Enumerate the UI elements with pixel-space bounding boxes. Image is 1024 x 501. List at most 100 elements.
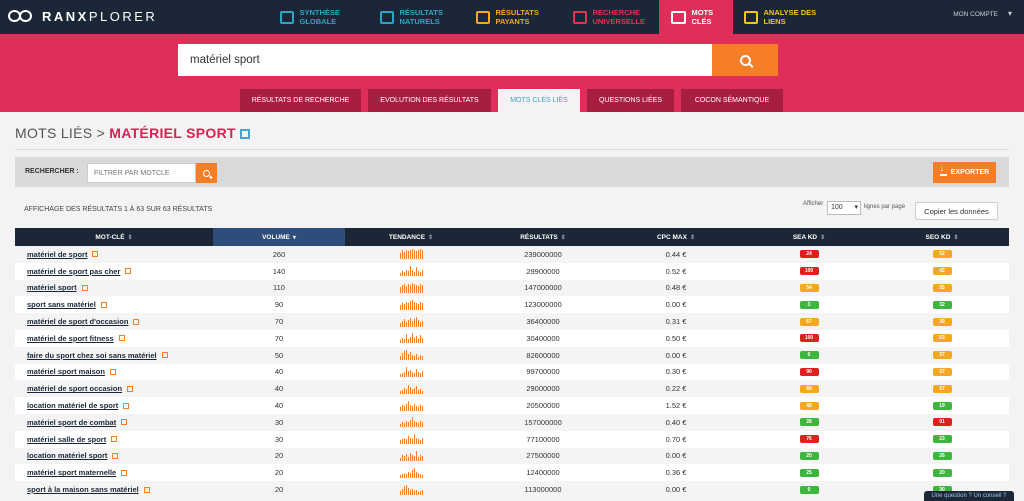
- trend-bar: [399, 322, 401, 327]
- external-link-icon[interactable]: [161, 352, 168, 359]
- nav-item-5[interactable]: ANALYSE DES LIENS: [734, 0, 824, 34]
- column-header-0[interactable]: MOT-CLÉ ⇕: [15, 228, 213, 246]
- seo-kd-badge: 55: [932, 283, 952, 292]
- keyword-link[interactable]: matériel sport maternelle: [15, 464, 213, 481]
- trend-bar: [417, 371, 419, 377]
- volume-cell: 90: [274, 300, 284, 310]
- cpc-cell: 0.00 €: [665, 300, 687, 310]
- trend-bar: [413, 356, 415, 361]
- trend-bar: [407, 251, 409, 260]
- column-header-3[interactable]: RÉSULTATS ⇕: [477, 228, 609, 246]
- copy-data-button[interactable]: Copier les données: [915, 202, 998, 220]
- trend-bar: [419, 490, 421, 495]
- seo-kd-badge: 32: [932, 300, 952, 309]
- sort-icon: ⇕: [689, 234, 695, 241]
- column-header-5[interactable]: SEA KD ⇕: [743, 228, 875, 246]
- search-button[interactable]: [712, 44, 778, 76]
- column-header-1[interactable]: VOLUME ▾: [213, 228, 345, 246]
- sea-kd-cell: 60: [743, 380, 875, 397]
- keyword-link[interactable]: matériel sport de combat: [15, 414, 213, 431]
- external-link-icon[interactable]: [121, 469, 128, 476]
- results-cell: 27500000: [526, 451, 560, 461]
- perpage-select[interactable]: 100: [827, 201, 861, 215]
- keyword-link[interactable]: matériel de sport: [15, 246, 213, 263]
- external-link-icon[interactable]: [112, 452, 119, 459]
- trend-bar: [419, 321, 421, 327]
- trend-bar: [399, 304, 401, 310]
- seo-kd-badge: 19: [932, 401, 952, 410]
- trend-bar: [403, 318, 405, 327]
- external-link-icon[interactable]: [123, 402, 130, 409]
- account-menu[interactable]: MON COMPTE: [953, 9, 1012, 18]
- export-button[interactable]: EXPORTER: [933, 162, 996, 183]
- keyword-link[interactable]: matériel de sport fitness: [15, 330, 213, 347]
- keyword-link[interactable]: location matériel de sport: [15, 397, 213, 414]
- tab-0[interactable]: RÉSULTATS DE RECHERCHE: [240, 89, 361, 112]
- keyword-link[interactable]: matériel de sport occasion: [15, 380, 213, 397]
- keyword-link[interactable]: location matériel sport: [15, 448, 213, 465]
- external-link-icon[interactable]: [239, 129, 250, 139]
- keyword-text: matériel de sport pas cher: [27, 266, 121, 276]
- volume-cell: 110: [273, 283, 285, 293]
- keyword-link[interactable]: matériel sport: [15, 280, 213, 297]
- column-header-4[interactable]: CPC MAX ⇕: [609, 228, 743, 246]
- keyword-link[interactable]: matériel de sport pas cher: [15, 263, 213, 280]
- keyword-link[interactable]: matériel de sport d'occasion: [15, 313, 213, 330]
- keyword-search-input[interactable]: [178, 44, 712, 76]
- chat-widget[interactable]: Une question ? Un conseil ?: [924, 491, 1014, 501]
- seo-kd-badge: 20: [932, 468, 952, 477]
- filter-search-button[interactable]: [196, 163, 217, 183]
- external-link-icon[interactable]: [133, 318, 140, 325]
- trend-bar: [403, 303, 405, 310]
- tab-3[interactable]: QUESTIONS LIÉES: [587, 89, 674, 112]
- external-link-icon[interactable]: [92, 251, 99, 258]
- tab-1[interactable]: EVOLUTION DES RÉSULTATS: [368, 89, 491, 112]
- trend-bar: [401, 353, 403, 361]
- nav-item-3[interactable]: RECHERCHE UNIVERSELLE: [563, 0, 653, 34]
- filter-input[interactable]: [87, 163, 196, 183]
- nav-item-1[interactable]: RÉSULTATS NATURELS: [370, 0, 460, 34]
- external-link-icon[interactable]: [125, 268, 132, 275]
- volume-cell: 40: [274, 367, 284, 377]
- external-link-icon[interactable]: [111, 436, 118, 443]
- trend-bar: [403, 423, 405, 428]
- external-link-icon[interactable]: [100, 301, 107, 308]
- external-link-icon[interactable]: [109, 368, 116, 375]
- trend-bar: [415, 354, 417, 361]
- keyword-link[interactable]: matériel sport maison: [15, 364, 213, 381]
- trend-bar: [415, 489, 417, 495]
- trend-bar: [401, 454, 403, 461]
- trend-bar: [417, 423, 419, 428]
- keyword-link[interactable]: matériel salle de sport: [15, 431, 213, 448]
- external-link-icon[interactable]: [118, 335, 125, 342]
- column-header-6[interactable]: SEO KD ⇕: [875, 228, 1009, 246]
- keyword-link[interactable]: sport à la maison sans matériel: [15, 481, 213, 498]
- external-link-icon[interactable]: [143, 486, 150, 493]
- trend-bar: [421, 438, 423, 445]
- keyword-link[interactable]: faire du sport chez soi sans matériel: [15, 347, 213, 364]
- table-row: matériel salle de sport 30 77100000 0.70 € 7…: [15, 430, 1009, 448]
- tab-4[interactable]: COCON SÉMANTIQUE: [681, 89, 783, 112]
- keyword-link[interactable]: sport sans matériel: [15, 296, 213, 313]
- trend-bar: [421, 489, 423, 495]
- tab-2[interactable]: MOTS CLÉS LIÉS: [498, 89, 580, 112]
- trend-sparkline: [399, 384, 423, 394]
- external-link-icon[interactable]: [127, 385, 134, 392]
- table-row: matériel de sport d'occasion 70 36400000 0.…: [15, 313, 1009, 330]
- nav-item-2[interactable]: RÉSULTATS PAYANTS: [466, 0, 556, 34]
- trend-bar: [419, 372, 421, 377]
- nav-item-4[interactable]: MOTS CLÉS: [659, 0, 733, 34]
- logo[interactable]: RANXPLORER: [8, 8, 157, 24]
- trend-bar: [415, 302, 417, 310]
- cpc-cell: 0.44 €: [665, 249, 687, 259]
- external-link-icon[interactable]: [81, 284, 88, 291]
- nav-item-0[interactable]: SYNTHÈSE GLOBALE: [270, 0, 360, 34]
- trend-bar: [403, 485, 405, 495]
- column-header-2[interactable]: TENDANCE ⇕: [345, 228, 477, 246]
- trend-bar: [417, 271, 419, 277]
- logo-icon: [8, 8, 36, 24]
- trend-bar: [413, 283, 415, 293]
- search-icon: [739, 54, 751, 66]
- external-link-icon[interactable]: [121, 419, 128, 426]
- cpc-cell: 1.52 €: [665, 401, 687, 411]
